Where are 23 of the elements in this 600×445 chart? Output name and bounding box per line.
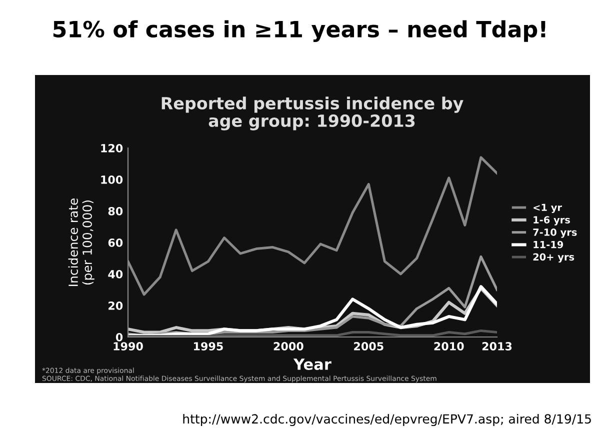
chart-title: 51% of cases in ≥11 years – need Tdap!: [53, 20, 546, 42]
legend-label: 11-19: [534, 240, 564, 248]
y-tick-label: 0: [116, 332, 123, 342]
x-tick-label: 1995: [194, 342, 223, 350]
x-tick-label: 2000: [274, 342, 304, 350]
x-tick-label: 2013: [482, 342, 512, 350]
y-tick-label: 120: [101, 144, 123, 152]
legend-label: 20+ yrs: [533, 253, 574, 263]
y-tick-label: 100: [101, 175, 123, 184]
x-tick-label: 2010: [434, 342, 464, 350]
chart-subtitle: Reported pertussis incidence by age group: 1990-2013: [162, 96, 464, 130]
text: http://www2.cdc.gov/vaccines/ed/epvreg/EPV7.asp; aired 8/19/15: [183, 414, 591, 426]
x-axis-title: Year: [293, 358, 332, 370]
legend-label: <1 yr: [534, 204, 562, 214]
y-tick-label: 60: [108, 238, 123, 247]
x-tick-label: 1990: [114, 342, 143, 350]
x-tick-label: 2005: [354, 342, 384, 350]
y-tick-label: 40: [108, 270, 123, 278]
y-axis-title: Incidence rate (per 100,000): [68, 198, 94, 286]
y-tick-label: 80: [108, 206, 123, 216]
legend-label: 1-6 yrs: [534, 216, 570, 226]
y-tick-label: 20: [108, 301, 123, 310]
legend-label: 7-10 yrs: [533, 228, 577, 238]
